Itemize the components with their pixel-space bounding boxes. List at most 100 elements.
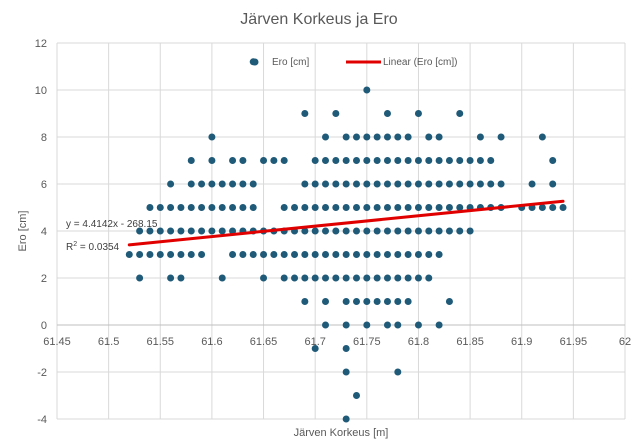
- y-tick-label: 12: [35, 38, 47, 50]
- data-point: [229, 157, 237, 164]
- data-point: [476, 180, 484, 188]
- data-point: [466, 227, 474, 235]
- data-point: [208, 204, 216, 211]
- y-tick-label: 0: [41, 320, 47, 332]
- r-squared-label: R2 = 0.0354: [66, 241, 120, 253]
- y-tick-label: 10: [35, 85, 47, 97]
- data-point: [177, 204, 185, 211]
- data-point: [342, 345, 350, 352]
- data-point: [352, 157, 360, 164]
- x-tick-label: 61.5: [98, 336, 119, 348]
- data-point: [156, 204, 164, 211]
- data-point: [239, 251, 247, 258]
- data-point: [445, 157, 453, 164]
- data-point: [394, 204, 402, 211]
- data-point: [487, 157, 495, 164]
- data-point: [301, 274, 309, 282]
- data-point: [291, 274, 299, 282]
- data-point: [280, 157, 288, 164]
- data-point: [425, 251, 433, 258]
- data-point: [373, 180, 381, 188]
- data-point: [198, 204, 206, 211]
- data-point: [404, 227, 412, 235]
- data-point: [549, 204, 557, 211]
- data-point: [208, 133, 216, 141]
- data-point: [394, 133, 402, 141]
- data-point: [280, 204, 288, 211]
- data-point: [538, 133, 546, 141]
- data-point: [136, 274, 144, 282]
- data-point: [311, 251, 319, 258]
- data-point: [187, 180, 195, 188]
- data-point: [394, 321, 402, 329]
- data-point: [187, 204, 195, 211]
- data-point: [342, 298, 350, 305]
- data-point: [435, 251, 443, 258]
- data-point: [208, 157, 216, 164]
- x-tick-label: 62: [619, 336, 631, 348]
- legend-marker-points: [251, 58, 259, 66]
- data-point: [425, 133, 433, 141]
- data-point: [187, 251, 195, 258]
- data-point: [456, 227, 464, 235]
- data-point: [332, 157, 340, 164]
- x-tick-label: 61.65: [250, 336, 278, 348]
- data-point: [260, 157, 268, 164]
- data-point: [208, 180, 216, 188]
- data-point: [383, 157, 391, 164]
- gridlines: [56, 42, 626, 420]
- data-point: [435, 321, 443, 329]
- data-point: [425, 274, 433, 282]
- data-point: [322, 321, 330, 329]
- data-point: [363, 204, 371, 211]
- x-tick-label: 61.7: [304, 336, 325, 348]
- data-point: [342, 415, 350, 423]
- data-point: [363, 274, 371, 282]
- data-point: [332, 227, 340, 235]
- data-point: [466, 180, 474, 188]
- data-point: [291, 251, 299, 258]
- data-point: [363, 251, 371, 258]
- data-point: [146, 204, 154, 211]
- data-point: [383, 298, 391, 305]
- data-point: [476, 133, 484, 141]
- data-point: [239, 157, 247, 164]
- data-point: [394, 227, 402, 235]
- data-point: [435, 133, 443, 141]
- data-point: [301, 110, 309, 117]
- data-point: [342, 157, 350, 164]
- data-point: [311, 274, 319, 282]
- data-point: [301, 204, 309, 211]
- data-point: [383, 204, 391, 211]
- data-point: [394, 251, 402, 258]
- x-axis-ticks: 61.45 61.5 61.55 61.6 61.65 61.7 61.75 61.8 61.8…: [43, 336, 631, 348]
- data-point: [198, 227, 206, 235]
- data-point: [146, 251, 154, 258]
- data-point: [301, 251, 309, 258]
- data-point: [125, 251, 133, 258]
- x-tick-label: 61.85: [456, 336, 484, 348]
- data-point: [549, 180, 557, 188]
- data-point: [404, 274, 412, 282]
- data-point: [404, 180, 412, 188]
- data-point: [177, 227, 185, 235]
- data-point: [208, 227, 216, 235]
- data-point: [445, 227, 453, 235]
- y-tick-label: 8: [41, 132, 47, 144]
- trendline: [127, 199, 565, 247]
- data-point: [404, 251, 412, 258]
- chart-title: Järven Korkeus ja Ero: [240, 11, 398, 28]
- data-point: [476, 157, 484, 164]
- data-point: [352, 274, 360, 282]
- x-tick-label: 61.6: [201, 336, 222, 348]
- data-point: [332, 274, 340, 282]
- data-point: [229, 251, 237, 258]
- data-point: [167, 274, 175, 282]
- data-point: [414, 110, 422, 117]
- data-point: [218, 204, 226, 211]
- data-point: [342, 180, 350, 188]
- data-point: [414, 251, 422, 258]
- data-point: [187, 157, 195, 164]
- data-point: [456, 157, 464, 164]
